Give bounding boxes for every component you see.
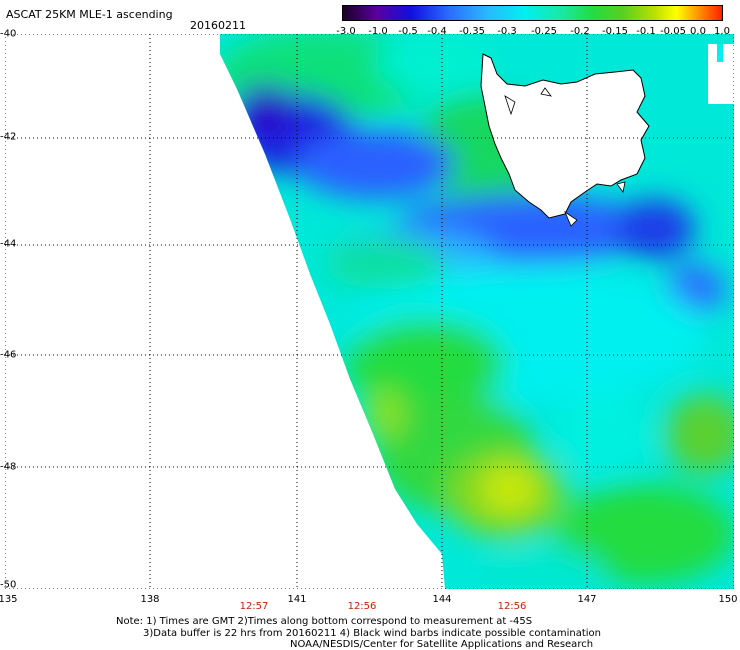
lat-label: -48: [0, 461, 17, 473]
lon-label: 141: [287, 594, 307, 605]
lon-label: 138: [140, 594, 160, 605]
scale-label: -0.25: [531, 26, 557, 37]
scale-label: -0.15: [602, 26, 628, 37]
lon-label: 144: [432, 594, 452, 605]
scale-label: -0.2: [570, 26, 590, 37]
lon-label: 147: [577, 594, 597, 605]
note-line-3: NOAA/NESDIS/Center for Satellite Applica…: [290, 639, 594, 650]
lat-label: -42: [0, 131, 17, 143]
tasmania-land: [480, 53, 650, 227]
time-label: 12:56: [347, 601, 377, 612]
graticule: [5, 34, 734, 589]
data-gap-fill: [717, 44, 723, 62]
lon-label: 150: [718, 594, 738, 605]
lat-label: -46: [0, 349, 17, 361]
product-title: ASCAT 25KM MLE-1 ascending: [6, 8, 173, 21]
time-label: 12:56: [497, 601, 527, 612]
scale-label: -1.0: [368, 26, 388, 37]
lat-label: -40: [0, 28, 17, 40]
scale-label: -0.4: [427, 26, 447, 37]
scale-label: -3.0: [336, 26, 356, 37]
swath-data: [220, 34, 734, 589]
scale-label: 1.0: [714, 26, 730, 37]
scale-label: -0.1: [636, 26, 656, 37]
scale-label: -0.3: [497, 26, 517, 37]
lon-label: 135: [0, 594, 18, 605]
lat-label: -44: [0, 238, 17, 250]
scale-label: -0.05: [660, 26, 686, 37]
color-scale-labels: -3.0 -1.0 -0.5 -0.4 -0.35 -0.3 -0.25 -0.…: [330, 26, 730, 38]
note-line-2: 3)Data buffer is 22 hrs from 20160211 4)…: [143, 628, 601, 639]
wind-field-map: [5, 34, 734, 589]
note-line-1: Note: 1) Times are GMT 2)Times along bot…: [116, 616, 533, 627]
color-scale-bar: [342, 5, 723, 21]
scale-label: -0.35: [459, 26, 485, 37]
scale-label: 0.0: [690, 26, 706, 37]
scale-label: -0.5: [398, 26, 418, 37]
time-label: 12:57: [239, 601, 269, 612]
lat-label: -50: [0, 579, 17, 591]
product-date: 20160211: [190, 19, 246, 32]
